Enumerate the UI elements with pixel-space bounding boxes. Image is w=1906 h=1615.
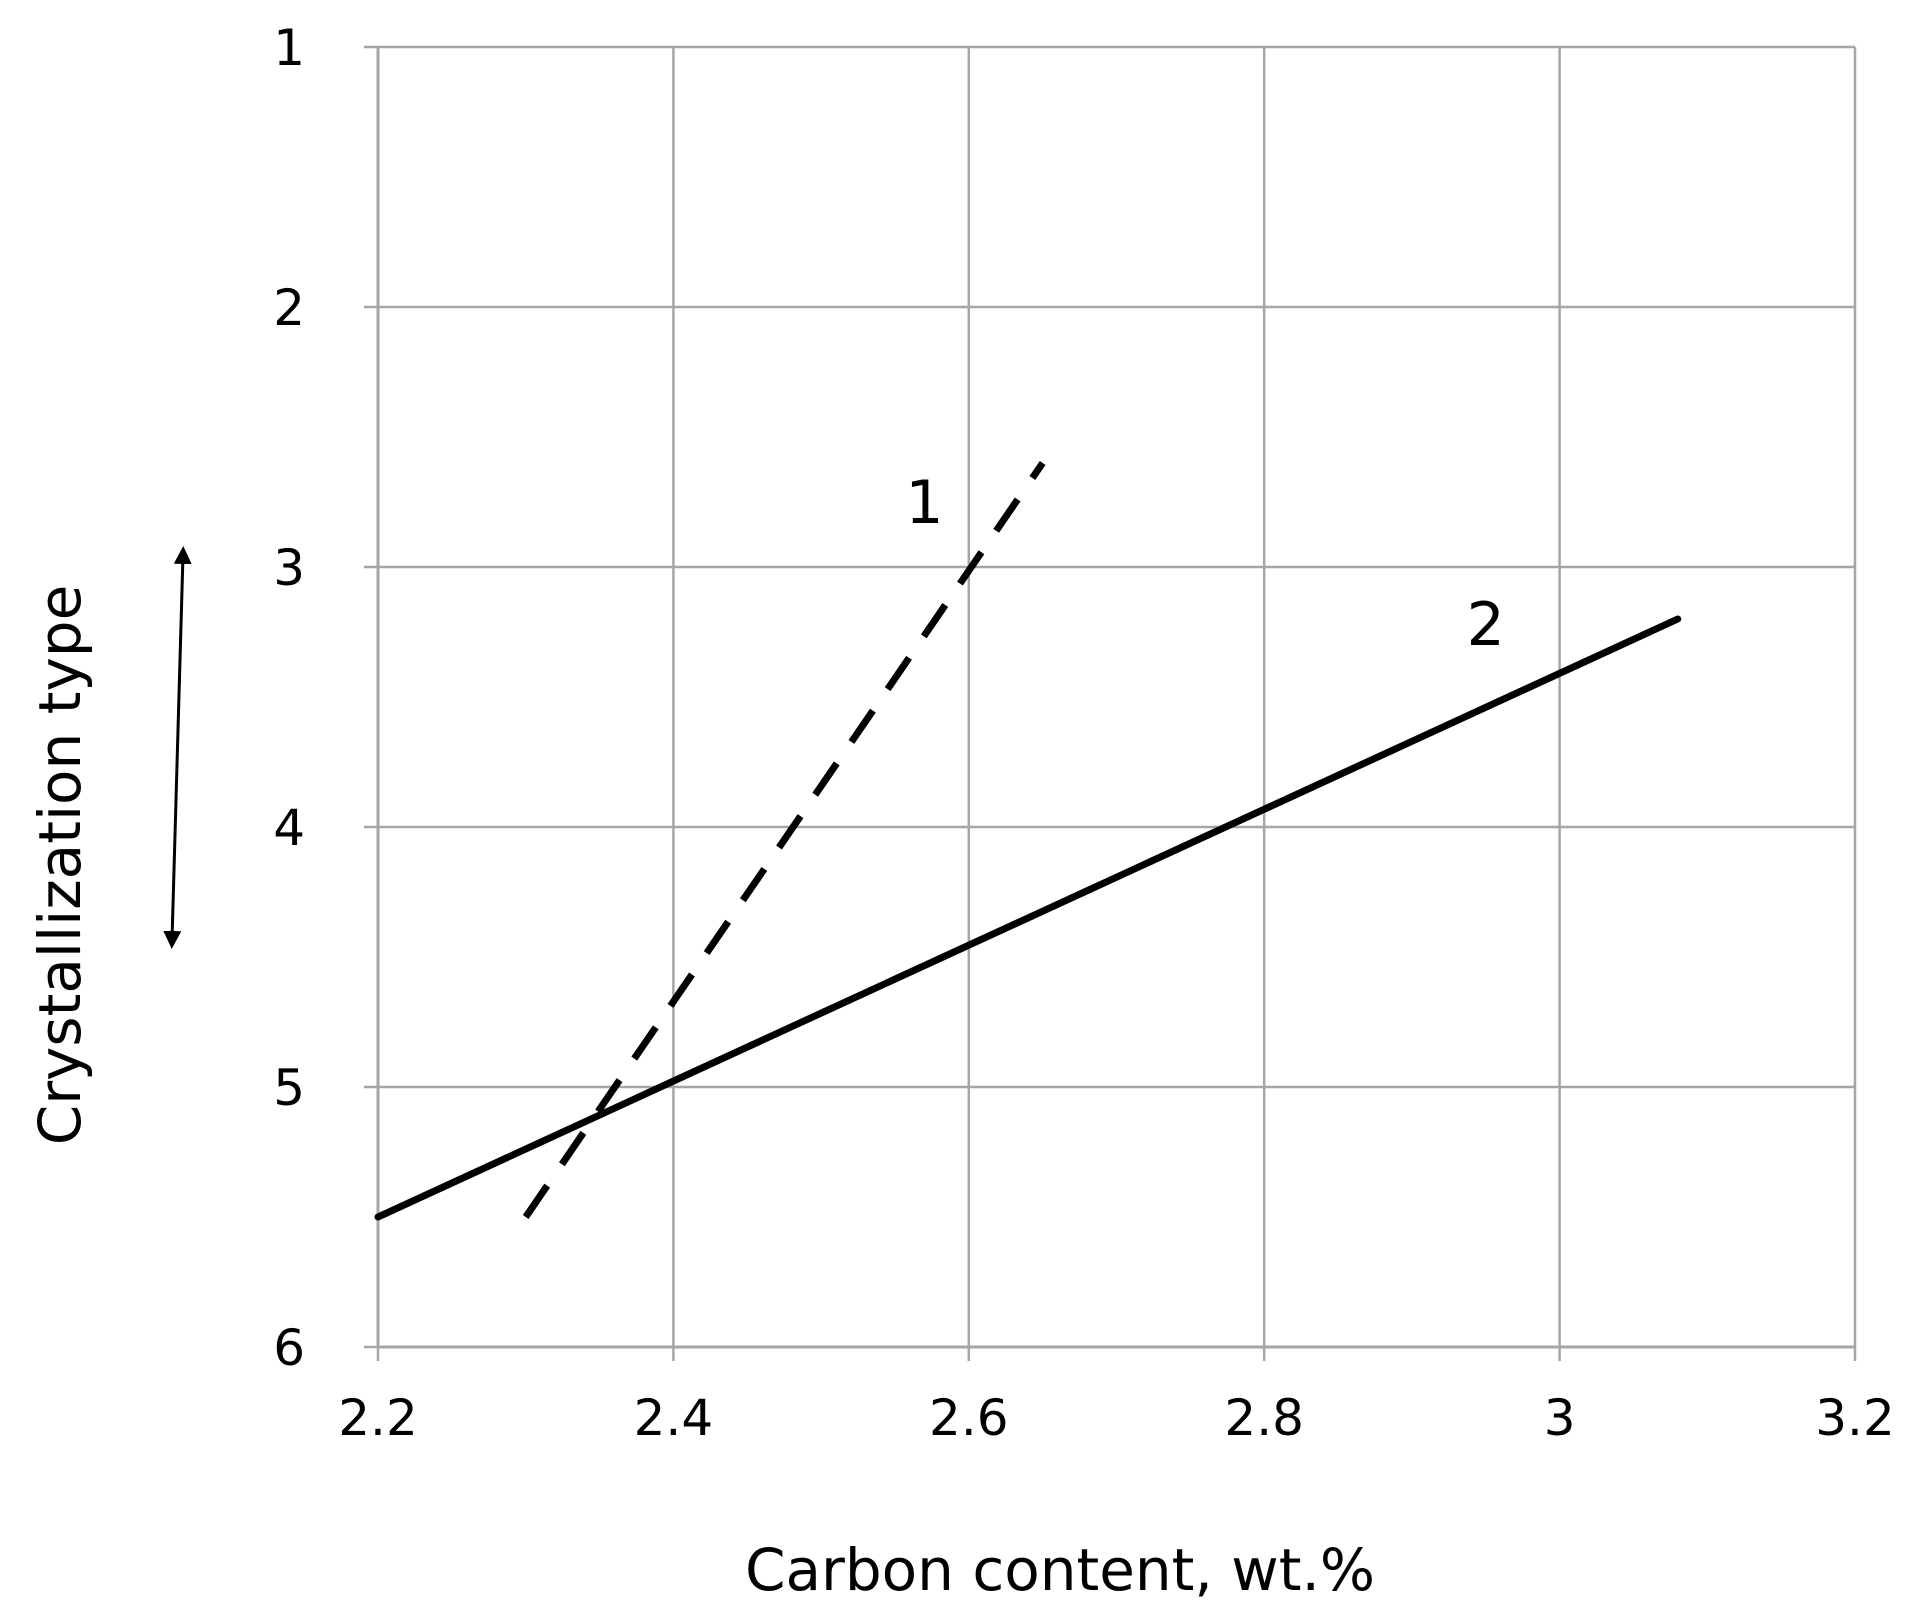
series-line-2 [374,615,1682,1221]
y-tick-label: 2 [273,279,305,337]
series-line-1 [522,461,1046,1219]
grid [364,45,1857,1361]
x-tick-label: 2.6 [929,1389,1009,1447]
y-tick-label: 5 [273,1059,305,1117]
x-tick-label: 3.2 [1815,1389,1895,1447]
series-label-1: 1 [905,468,943,538]
double-arrow-icon [163,546,192,949]
x-tick-label: 3 [1544,1389,1576,1447]
y-tick-label: 1 [273,19,305,77]
x-tick-label: 2.8 [1224,1389,1304,1447]
y-tick-label: 3 [273,539,305,597]
y-tick-label: 4 [273,799,305,857]
x-axis-title: Carbon content, wt.% [745,1536,1375,1604]
y-axis-title: Crystallization type [26,585,94,1146]
y-tick-label: 6 [273,1319,305,1377]
x-tick-label: 2.2 [338,1389,418,1447]
series-labels: 12 [905,468,1504,660]
series-lines [374,461,1682,1221]
x-tick-label: 2.4 [634,1389,714,1447]
axes [376,47,1855,1349]
series-label-2: 2 [1467,590,1505,660]
